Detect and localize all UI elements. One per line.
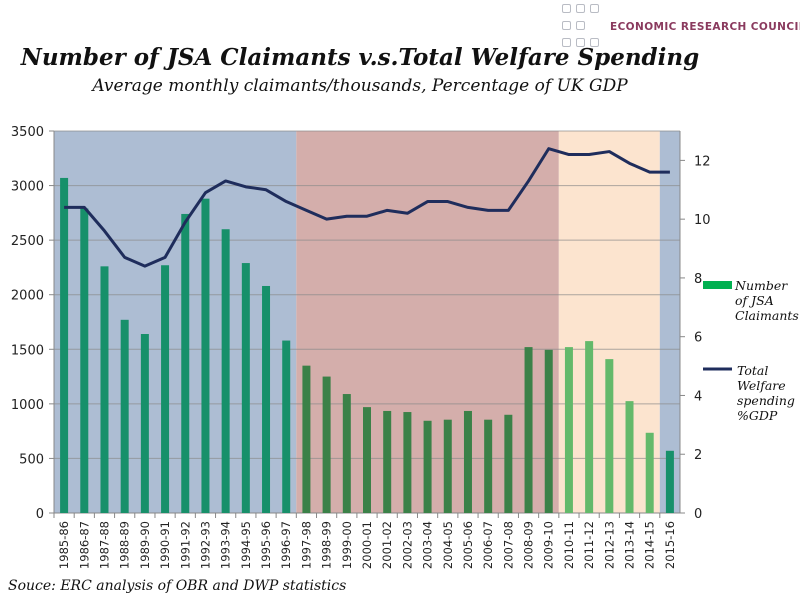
x-tick-label: 2001-02: [380, 521, 394, 569]
x-tick-label: 2014-15: [643, 521, 657, 569]
y-right-tick-label: 8: [694, 272, 702, 287]
bar: [120, 319, 129, 513]
legend-line: Welfare: [737, 378, 786, 393]
legend-line: of JSA: [735, 293, 774, 308]
bar: [60, 177, 69, 513]
x-tick-label: 2009-10: [542, 521, 556, 569]
legend-label-claimants: Number of JSA Claimants: [735, 278, 800, 323]
bar: [322, 376, 331, 513]
x-tick-label: 1991-92: [178, 521, 192, 569]
bar: [544, 349, 553, 513]
y-left-tick-label: 2000: [11, 289, 44, 304]
bar: [383, 410, 392, 513]
x-tick-label: 1987-88: [97, 521, 111, 569]
bar: [302, 365, 311, 513]
source-note: Souce: ERC analysis of OBR and DWP stati…: [8, 578, 347, 594]
bar: [342, 394, 351, 513]
bar: [463, 410, 472, 513]
bar: [665, 450, 674, 513]
bar: [282, 340, 291, 513]
y-left-tick-label: 1000: [11, 398, 44, 413]
bar: [262, 285, 271, 513]
background-period: [659, 131, 680, 513]
y-right-tick-label: 2: [694, 448, 702, 463]
y-left-tick-label: 1500: [11, 343, 44, 358]
legend-line: Total: [737, 363, 769, 378]
bar: [241, 263, 250, 513]
logo-text: ECONOMIC RESEARCH COUNCIL: [610, 21, 800, 33]
y-left-tick-label: 3000: [11, 180, 44, 195]
bar: [181, 213, 190, 513]
legend-swatch-claimants: [703, 281, 732, 289]
chart-subtitle: Average monthly claimants/thousands, Per…: [92, 76, 628, 96]
x-tick-label: 1986-87: [77, 521, 91, 569]
x-tick-label: 1995-96: [259, 521, 273, 569]
bar: [140, 334, 149, 513]
x-tick-label: 2006-07: [481, 521, 495, 569]
bar: [605, 359, 614, 513]
legend-label-welfare: Total Welfare spending %GDP: [737, 363, 800, 423]
x-tick-label: 2007-08: [501, 521, 515, 569]
x-tick-label: 2004-05: [441, 521, 455, 569]
x-tick-label: 1988-89: [118, 521, 132, 569]
x-tick-label: 1985-86: [57, 521, 71, 569]
bar: [100, 266, 109, 513]
x-tick-label: 2012-13: [602, 521, 616, 569]
bar: [504, 414, 513, 513]
welfare-line: [64, 147, 670, 268]
bar: [443, 419, 452, 513]
y-right-tick-label: 4: [694, 389, 702, 404]
legend-line: %GDP: [737, 408, 778, 423]
x-tick-label: 2008-09: [522, 521, 536, 569]
bar: [585, 341, 594, 513]
x-tick-label: 1993-94: [219, 521, 233, 569]
x-tick-label: 1998-99: [320, 521, 334, 569]
erc-logo: ECONOMIC RESEARCH COUNCIL: [560, 2, 800, 48]
chart-title: Number of JSA Claimants v.s.Total Welfar…: [20, 44, 700, 71]
y-right-tick-label: 10: [694, 213, 711, 228]
x-tick-label: 2013-14: [623, 521, 637, 569]
x-tick-label: 2005-06: [461, 521, 475, 569]
x-tick-label: 2011-12: [582, 521, 596, 569]
bar: [80, 208, 89, 513]
x-tick-label: 2010-11: [562, 521, 576, 569]
x-tick-label: 1992-93: [198, 521, 212, 569]
bar: [423, 420, 432, 513]
y-left-tick-label: 2500: [11, 234, 44, 249]
bar: [524, 347, 533, 513]
background-period: [54, 131, 297, 513]
x-tick-label: 1996-97: [279, 521, 293, 569]
x-tick-label: 2000-01: [360, 521, 374, 569]
x-tick-label: 1990-91: [158, 521, 172, 569]
bar: [403, 412, 412, 513]
bar: [645, 432, 654, 513]
x-tick-label: 2015-16: [663, 521, 677, 569]
y-left-tick-label: 0: [36, 507, 44, 522]
y-right-tick-label: 0: [694, 507, 702, 522]
bar: [484, 419, 493, 513]
x-tick-label: 2002-03: [400, 521, 414, 569]
x-tick-label: 1997-98: [299, 521, 313, 569]
bar: [625, 401, 634, 513]
y-right-tick-label: 6: [694, 331, 702, 346]
x-tick-label: 1999-00: [340, 521, 354, 569]
y-left-tick-label: 500: [19, 452, 44, 467]
bar: [221, 229, 230, 513]
bar: [363, 407, 371, 513]
x-tick-label: 1989-90: [138, 521, 152, 569]
bar: [161, 265, 170, 513]
bar: [564, 347, 573, 513]
bar: [201, 198, 210, 513]
x-tick-label: 2003-04: [421, 521, 435, 569]
legend-line: spending: [737, 393, 795, 408]
legend-line: Claimants: [735, 308, 799, 323]
legend-line: Number: [735, 278, 788, 293]
y-left-tick-label: 3500: [11, 125, 44, 140]
x-tick-label: 1994-95: [239, 521, 253, 569]
y-right-tick-label: 12: [694, 154, 711, 169]
